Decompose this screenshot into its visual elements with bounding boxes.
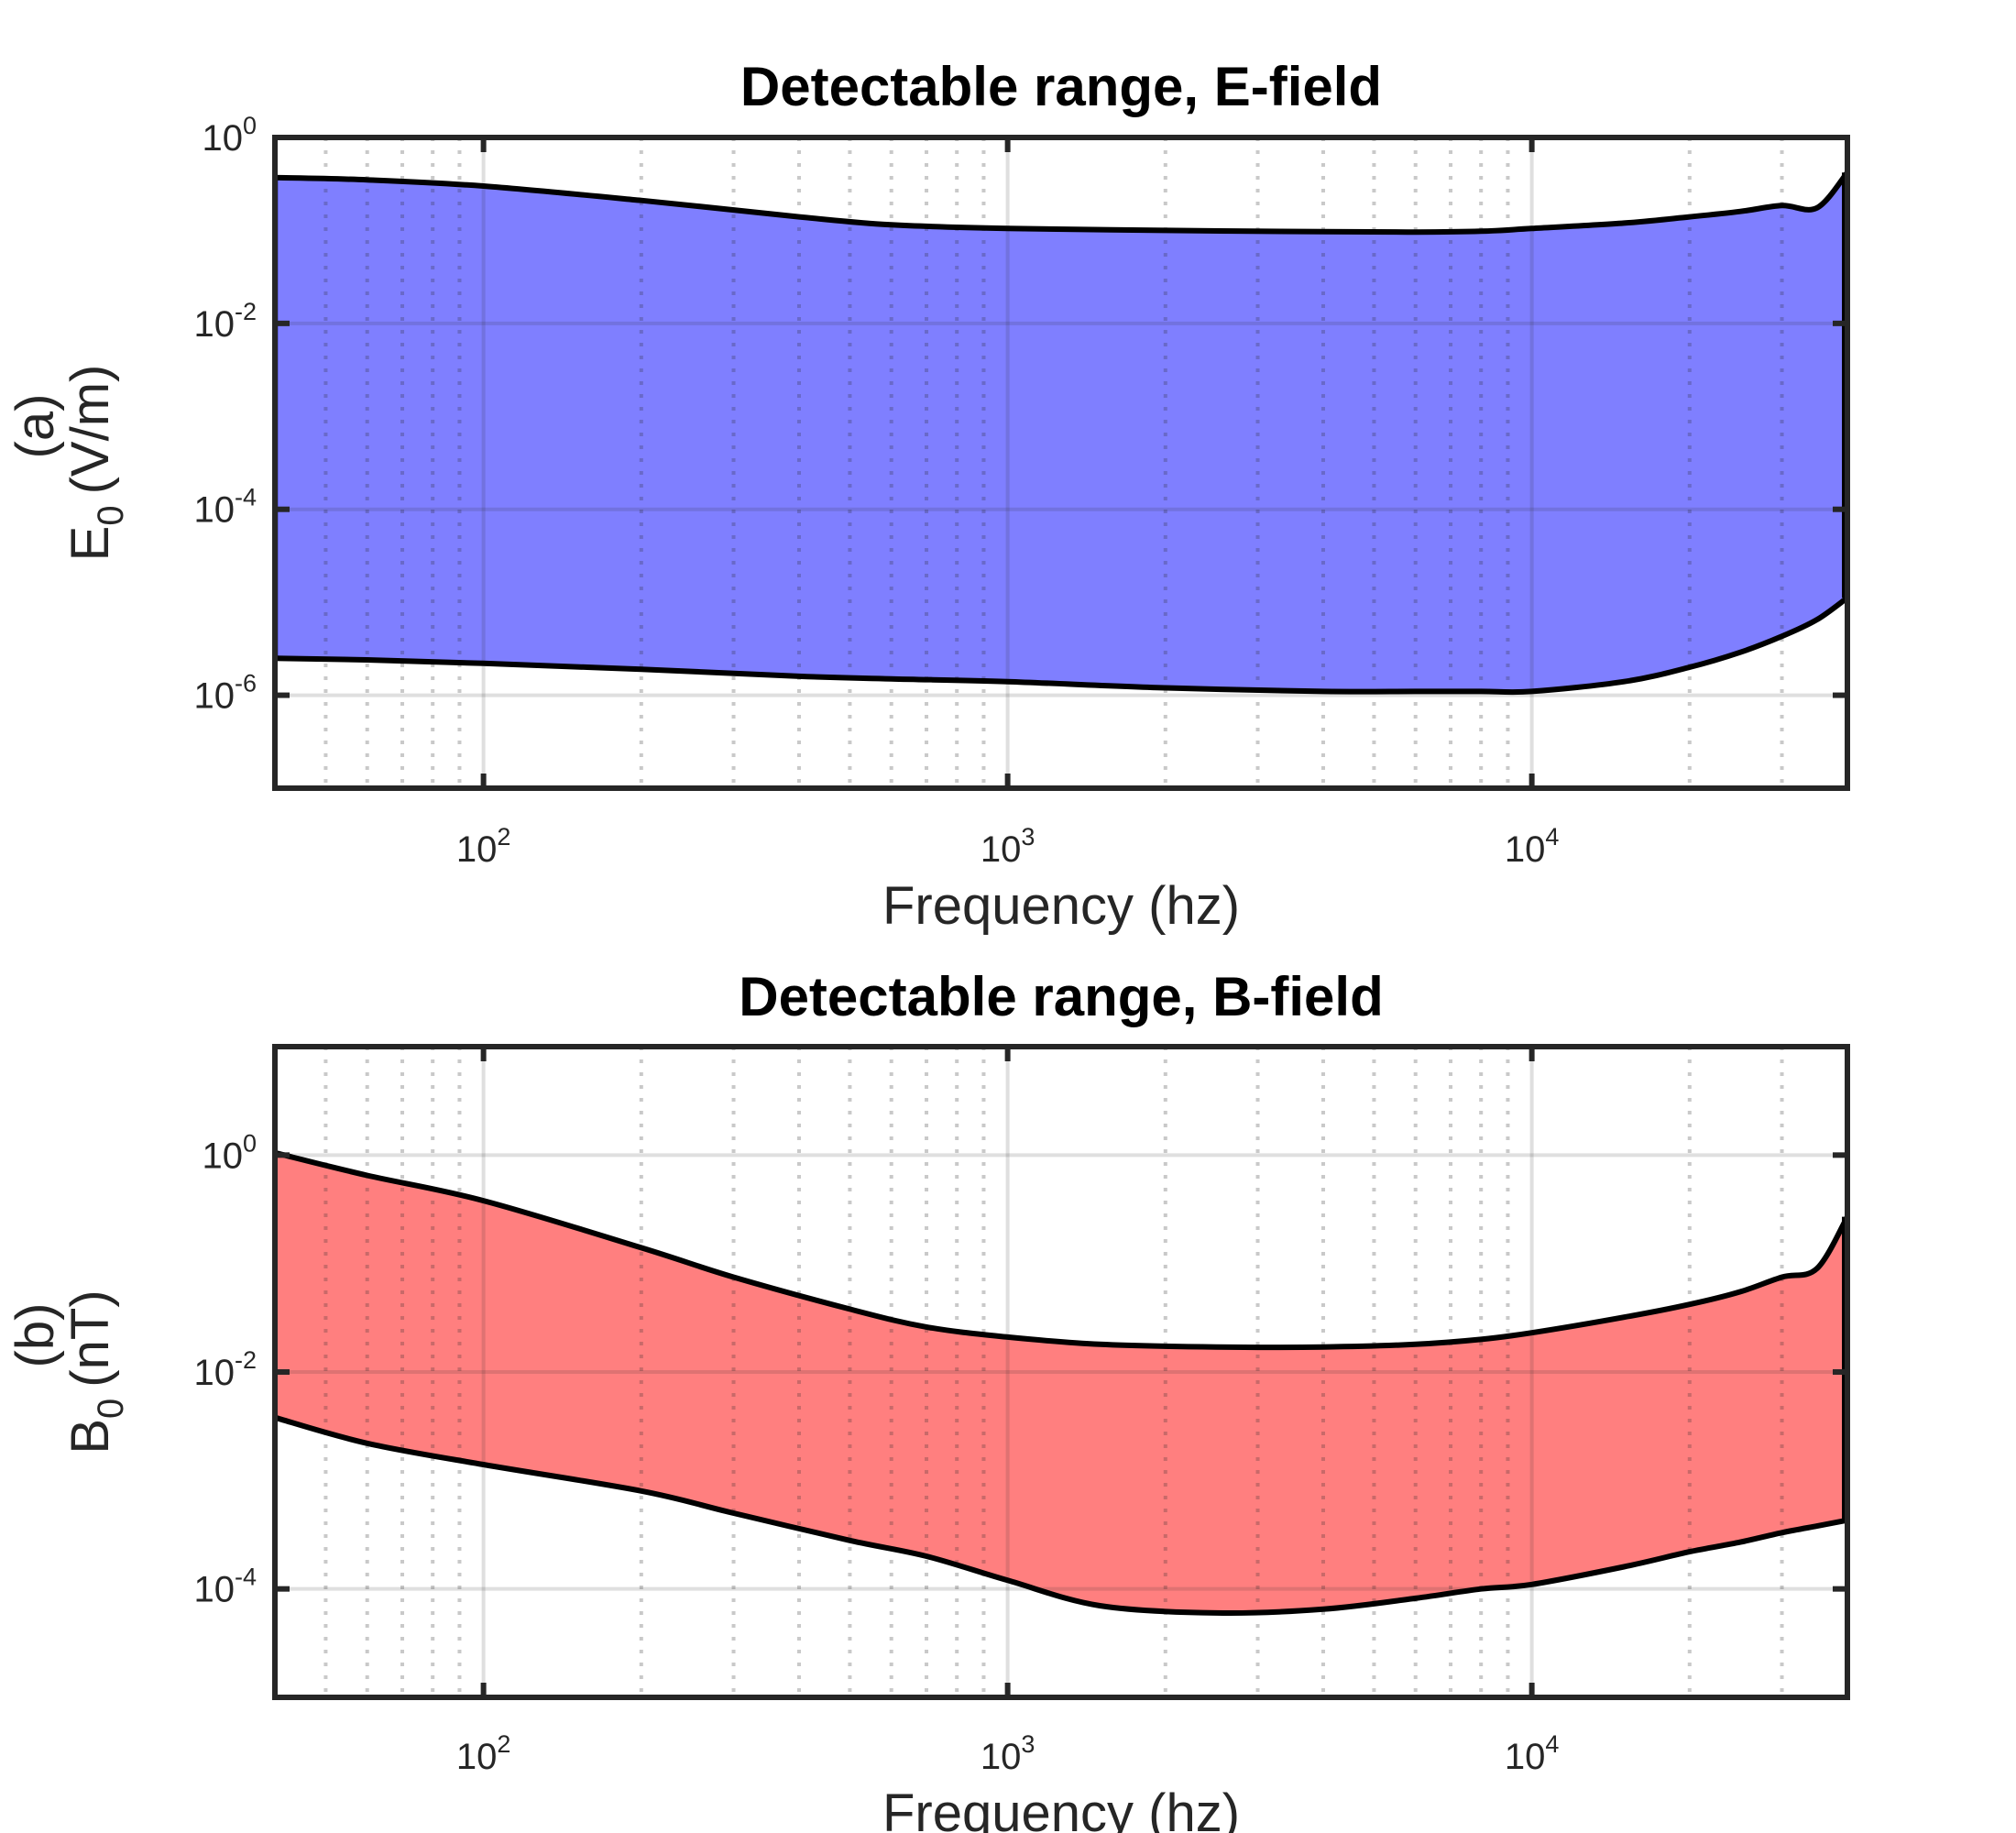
x-tick-exponent: 3: [1021, 1730, 1035, 1758]
x-tick-exponent: 2: [497, 823, 510, 851]
y-tick-base: 10: [193, 1353, 235, 1393]
y-axis-subscript: 0: [91, 505, 131, 525]
y-tick-exponent: -2: [235, 298, 257, 325]
y-tick-base: 10: [193, 1570, 235, 1610]
y-tick-exponent: 0: [243, 112, 257, 139]
chart-title: Detectable range, E-field: [740, 56, 1382, 117]
y-tick-exponent: -2: [235, 1346, 257, 1374]
x-axis-label: Frequency (hz): [882, 1784, 1240, 1833]
x-tick-base: 10: [1505, 1737, 1546, 1777]
y-tick-label: 10-2: [193, 298, 257, 345]
y-axis-symbol: B: [60, 1419, 120, 1454]
x-tick-exponent: 4: [1545, 823, 1559, 851]
y-axis-unit: (V/m): [60, 365, 120, 495]
x-tick-base: 10: [981, 829, 1022, 870]
x-axis-label: Frequency (hz): [882, 876, 1240, 936]
y-tick-base: 10: [202, 118, 243, 159]
chart-title: Detectable range, B-field: [739, 966, 1384, 1027]
x-tick-exponent: 4: [1545, 1730, 1559, 1758]
x-tick-base: 10: [1505, 829, 1546, 870]
y-tick-label: 10-4: [193, 1564, 257, 1610]
y-tick-label: 100: [202, 1129, 257, 1176]
x-tick-exponent: 2: [497, 1730, 510, 1758]
y-axis-symbol: E: [60, 526, 120, 562]
y-axis-quantity: E0 (V/m): [60, 365, 131, 562]
y-tick-base: 10: [193, 304, 235, 345]
y-axis-unit: (nT): [60, 1290, 120, 1387]
y-axis-panel-letter: (a): [5, 394, 65, 459]
y-tick-label: 100: [202, 112, 257, 159]
lower-bound-line: [274, 595, 1849, 696]
y-axis-quantity: B0 (nT): [60, 1290, 131, 1454]
detectable-range-band: [275, 1152, 1847, 1614]
x-tick-label: 102: [456, 823, 511, 870]
y-axis-panel-letter: (b): [5, 1303, 65, 1368]
x-tick-label: 104: [1505, 823, 1560, 870]
x-tick-label: 103: [981, 823, 1035, 870]
y-tick-label: 10-4: [193, 484, 257, 531]
y-tick-exponent: 0: [243, 1129, 257, 1157]
y-tick-base: 10: [193, 676, 235, 717]
x-tick-base: 10: [456, 1737, 498, 1777]
y-tick-exponent: -4: [235, 1564, 257, 1591]
upper-bound-line: [274, 1149, 1850, 1351]
detectable-range-band: [275, 172, 1847, 693]
y-tick-exponent: -6: [235, 670, 257, 697]
upper-bound-line: [274, 170, 1850, 236]
x-tick-label: 102: [456, 1730, 511, 1777]
y-axis-label: (a) E0 (V/m): [5, 365, 131, 562]
y-axis-label: (b) B0 (nT): [5, 1290, 131, 1454]
y-tick-label: 10-6: [193, 670, 257, 717]
lower-bound-line: [274, 1414, 1848, 1617]
x-tick-label: 104: [1505, 1730, 1560, 1777]
x-tick-base: 10: [981, 1737, 1022, 1777]
y-tick-base: 10: [202, 1136, 243, 1176]
y-tick-label: 10-2: [193, 1346, 257, 1393]
axes-box: [272, 135, 1850, 791]
x-tick-base: 10: [456, 829, 498, 870]
x-tick-exponent: 3: [1021, 823, 1035, 851]
y-axis-subscript: 0: [91, 1399, 131, 1419]
x-tick-label: 103: [981, 1730, 1035, 1777]
y-tick-exponent: -4: [235, 484, 257, 511]
y-tick-base: 10: [193, 490, 235, 531]
